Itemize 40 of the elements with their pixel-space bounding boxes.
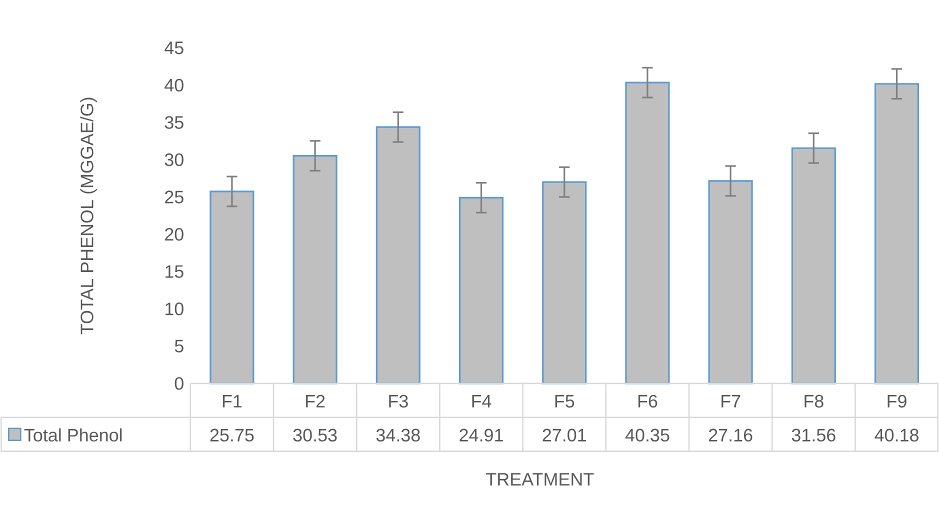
x-axis-title: TREATMENT: [486, 473, 594, 486]
x-tick-label: F8: [804, 394, 824, 408]
bar: [791, 147, 836, 384]
legend-label: Total Phenol: [24, 428, 122, 442]
data-label: 27.16: [708, 428, 752, 442]
data-label: 31.56: [792, 428, 836, 442]
bar: [210, 190, 254, 384]
data-label: 27.01: [542, 428, 586, 442]
y-tick-label: 0: [174, 376, 184, 390]
y-tick-label: 35: [164, 116, 184, 129]
x-tick-label: F3: [389, 394, 408, 408]
bar: [874, 82, 920, 384]
y-tick-label: 30: [164, 153, 184, 166]
y-tick-label: 10: [166, 302, 184, 316]
y-tick-label: 5: [174, 340, 184, 352]
x-tick-label: F5: [555, 394, 574, 408]
bar: [292, 154, 338, 384]
x-tick-label: F9: [888, 394, 906, 408]
data-label: 40.35: [625, 428, 670, 442]
data-label: 34.38: [376, 428, 420, 442]
data-label: 30.53: [293, 428, 337, 442]
y-axis-title: TOTAL PHENOL (MGGAE/G): [80, 98, 97, 334]
bar: [625, 82, 670, 384]
bar: [376, 126, 420, 384]
y-tick-label: 45: [164, 42, 184, 54]
y-tick-label: 40: [164, 78, 184, 92]
data-label: 40.18: [874, 428, 918, 442]
data-label: 25.75: [210, 428, 254, 442]
x-tick-label: F6: [638, 394, 658, 408]
y-tick-label: 25: [165, 190, 184, 204]
bar: [708, 180, 753, 384]
x-tick-label: F1: [222, 394, 242, 408]
y-tick-label: 15: [166, 265, 184, 278]
x-tick-label: F7: [722, 394, 740, 408]
x-tick-label: F4: [472, 394, 492, 408]
x-tick-label: F2: [306, 394, 325, 408]
data-label: 24.91: [460, 428, 503, 442]
y-tick-label: 20: [165, 228, 184, 241]
bar: [458, 196, 504, 384]
bar: [542, 181, 587, 384]
